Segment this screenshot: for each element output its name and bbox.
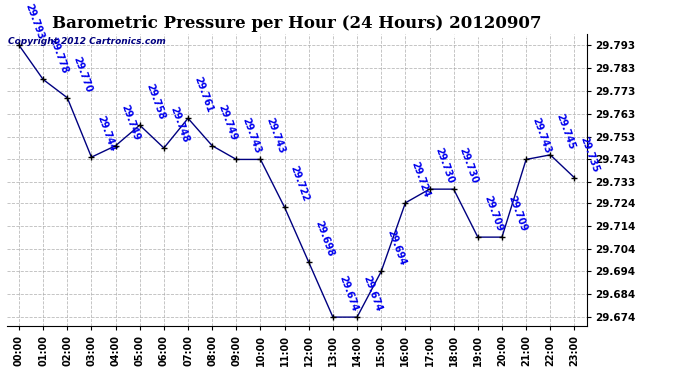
Text: Copyright 2012 Cartronics.com: Copyright 2012 Cartronics.com [8, 37, 166, 46]
Text: 29.694: 29.694 [386, 229, 408, 267]
Text: 29.722: 29.722 [289, 165, 311, 203]
Text: 29.761: 29.761 [193, 75, 215, 114]
Text: 29.745: 29.745 [555, 112, 577, 151]
Text: 29.674: 29.674 [362, 274, 384, 313]
Text: 29.758: 29.758 [144, 82, 166, 121]
Text: Pressure  (Inches/Hg): Pressure (Inches/Hg) [429, 30, 564, 40]
Text: 29.743: 29.743 [265, 117, 287, 155]
Text: 29.748: 29.748 [168, 105, 190, 144]
Text: 29.730: 29.730 [458, 146, 480, 185]
Text: 29.724: 29.724 [410, 160, 432, 199]
Text: 29.749: 29.749 [120, 103, 142, 141]
Text: 29.674: 29.674 [337, 274, 359, 313]
Text: 29.793: 29.793 [23, 2, 46, 41]
Text: 29.744: 29.744 [96, 114, 118, 153]
Text: 29.770: 29.770 [72, 55, 94, 94]
Text: 29.743: 29.743 [531, 117, 553, 155]
Text: 29.730: 29.730 [434, 146, 456, 185]
Text: 29.698: 29.698 [313, 219, 335, 258]
Text: 29.743: 29.743 [241, 117, 263, 155]
Text: 29.749: 29.749 [217, 103, 239, 141]
Text: 29.778: 29.778 [48, 36, 70, 75]
Title: Barometric Pressure per Hour (24 Hours) 20120907: Barometric Pressure per Hour (24 Hours) … [52, 15, 542, 32]
Text: 29.735: 29.735 [579, 135, 601, 174]
Text: 29.709: 29.709 [482, 194, 504, 233]
Text: 29.709: 29.709 [506, 194, 529, 233]
